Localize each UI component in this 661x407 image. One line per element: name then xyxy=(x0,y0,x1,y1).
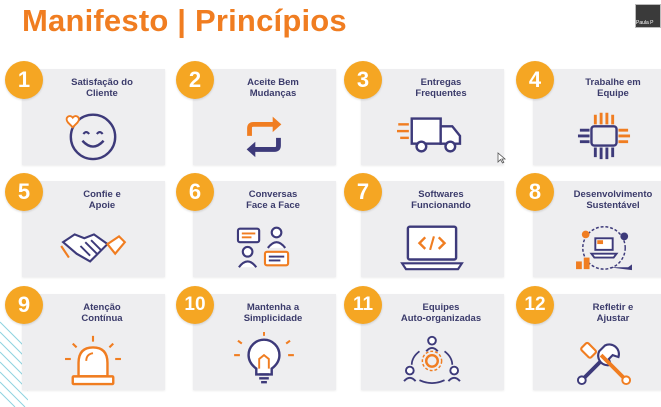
principle-number-badge: 7 xyxy=(344,173,382,211)
handshake-icon xyxy=(60,233,127,263)
mouse-cursor-icon xyxy=(497,152,507,164)
principle-card: 9 Atenção Contínua xyxy=(5,286,165,390)
principle-number-badge: 1 xyxy=(5,61,43,99)
refresh-arrows-icon xyxy=(246,116,282,158)
principle-number-badge: 3 xyxy=(344,61,382,99)
principle-number-badge: 4 xyxy=(516,61,554,99)
principle-title: Entregas Frequentes xyxy=(415,77,467,99)
conversation-icon xyxy=(236,226,290,268)
lightbulb-icon xyxy=(234,332,294,384)
principle-card: 10 Mantenha a Simplicidade xyxy=(176,286,336,390)
decorative-pattern xyxy=(0,321,28,407)
team-hands-icon xyxy=(577,112,631,160)
principle-card: 6 Conversas Face a Face xyxy=(176,173,336,277)
principle-card: 1 Satisfação do Cliente xyxy=(5,61,165,165)
participant-name: Paula P xyxy=(636,20,654,26)
principle-title: Aceite Bem Mudanças xyxy=(247,77,299,99)
principle-number-badge: 10 xyxy=(176,286,214,324)
principle-number-badge: 6 xyxy=(176,173,214,211)
delivery-truck-icon xyxy=(397,117,462,153)
principle-title: Mantenha a Simplicidade xyxy=(243,302,303,324)
principle-card: 12 Refletir e Ajustar xyxy=(516,286,661,390)
page-title: Manifesto | Princípios xyxy=(22,3,347,38)
principle-title: Refletir e Ajustar xyxy=(592,302,634,324)
principle-card: 5 Confie e Apoie xyxy=(5,173,165,277)
smile-heart-icon xyxy=(65,113,117,161)
principle-title: Desenvolvimento Sustentável xyxy=(573,189,653,211)
principle-card: 7 Softwares Funcionando xyxy=(344,173,504,277)
principle-title: Atenção Contínua xyxy=(81,302,123,324)
principle-number-badge: 12 xyxy=(516,286,554,324)
principle-card: 4 Trabalhe em Equipe xyxy=(516,61,661,165)
principle-title: Confie e Apoie xyxy=(83,189,121,211)
principle-number-badge: 9 xyxy=(5,286,43,324)
principle-title: Conversas Face a Face xyxy=(246,189,300,211)
principle-number-badge: 2 xyxy=(176,61,214,99)
principle-title: Equipes Auto-organizadas xyxy=(400,302,482,324)
laptop-code-icon xyxy=(400,225,464,271)
principle-card: 8 Desenvolvimento Sustentável xyxy=(516,173,661,277)
team-network-icon xyxy=(403,335,461,384)
sustainable-dev-icon xyxy=(576,225,632,271)
principle-card: 11 Equipes Auto-organizadas xyxy=(344,286,504,390)
principle-title: Trabalhe em Equipe xyxy=(585,77,641,99)
principle-number-badge: 11 xyxy=(344,286,382,324)
alarm-light-icon xyxy=(65,335,121,386)
principle-title: Satisfação do Cliente xyxy=(71,77,133,99)
tools-icon xyxy=(577,341,631,386)
principle-title: Softwares Funcionando xyxy=(411,189,471,211)
participant-video-thumbnail[interactable]: Paula P xyxy=(635,4,661,28)
principle-card: 2 Aceite Bem Mudanças xyxy=(176,61,336,165)
principle-card: 3 Entregas Frequentes xyxy=(344,61,504,165)
principle-number-badge: 8 xyxy=(516,173,554,211)
principle-number-badge: 5 xyxy=(5,173,43,211)
